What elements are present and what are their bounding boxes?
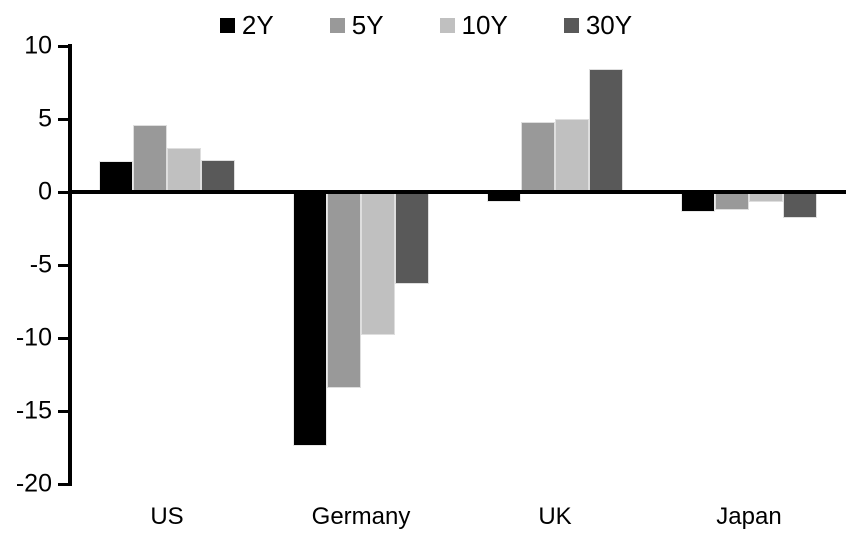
y-tick-label: -15	[15, 396, 52, 425]
legend-label: 2Y	[241, 10, 274, 40]
bar-30y-us	[201, 159, 235, 192]
bar-2y-germany	[293, 192, 327, 447]
y-tick-mark	[58, 44, 70, 48]
legend-swatch	[219, 17, 235, 33]
x-axis-label: UK	[538, 503, 572, 530]
bar-5y-us	[133, 124, 167, 192]
bar-10y-us	[167, 148, 201, 192]
legend: 2Y 5Y 10Y 30Y	[0, 12, 852, 38]
legend-item-5y: 5Y	[329, 10, 384, 40]
y-tick-label: -20	[15, 469, 52, 498]
zero-baseline	[70, 190, 846, 194]
bar-5y-germany	[327, 192, 361, 388]
y-tick-mark	[58, 117, 70, 121]
x-axis-label: US	[150, 503, 184, 530]
legend-item-10y: 10Y	[439, 10, 508, 40]
y-tick-mark	[58, 336, 70, 340]
legend-swatch	[439, 17, 455, 33]
bar-30y-japan	[783, 192, 817, 219]
y-tick-label: 5	[38, 104, 52, 133]
y-tick-mark	[58, 482, 70, 486]
legend-label: 30Y	[585, 10, 633, 40]
y-tick-label: 0	[38, 177, 52, 206]
y-tick-mark	[58, 409, 70, 413]
y-axis-line	[68, 44, 72, 486]
bar-10y-germany	[361, 192, 395, 336]
y-tick-mark	[58, 263, 70, 267]
bar-5y-uk	[521, 121, 555, 192]
bar-30y-germany	[395, 192, 429, 284]
legend-item-30y: 30Y	[563, 10, 633, 40]
legend-label: 10Y	[461, 10, 508, 40]
bar-30y-uk	[589, 69, 623, 192]
y-tick-label: -5	[29, 250, 52, 279]
bar-2y-japan	[681, 192, 715, 213]
bar-5y-japan	[715, 192, 749, 210]
x-axis-label: Germany	[311, 503, 411, 530]
y-tick-label: 10	[24, 31, 52, 60]
legend-label: 5Y	[351, 10, 384, 40]
bar-2y-us	[99, 161, 133, 192]
legend-swatch	[563, 17, 579, 33]
bar-10y-uk	[555, 119, 589, 192]
y-tick-mark	[58, 190, 70, 194]
y-tick-label: -10	[15, 323, 52, 352]
x-axis-label: Japan	[716, 503, 782, 530]
legend-item-2y: 2Y	[219, 10, 274, 40]
legend-swatch	[329, 17, 345, 33]
